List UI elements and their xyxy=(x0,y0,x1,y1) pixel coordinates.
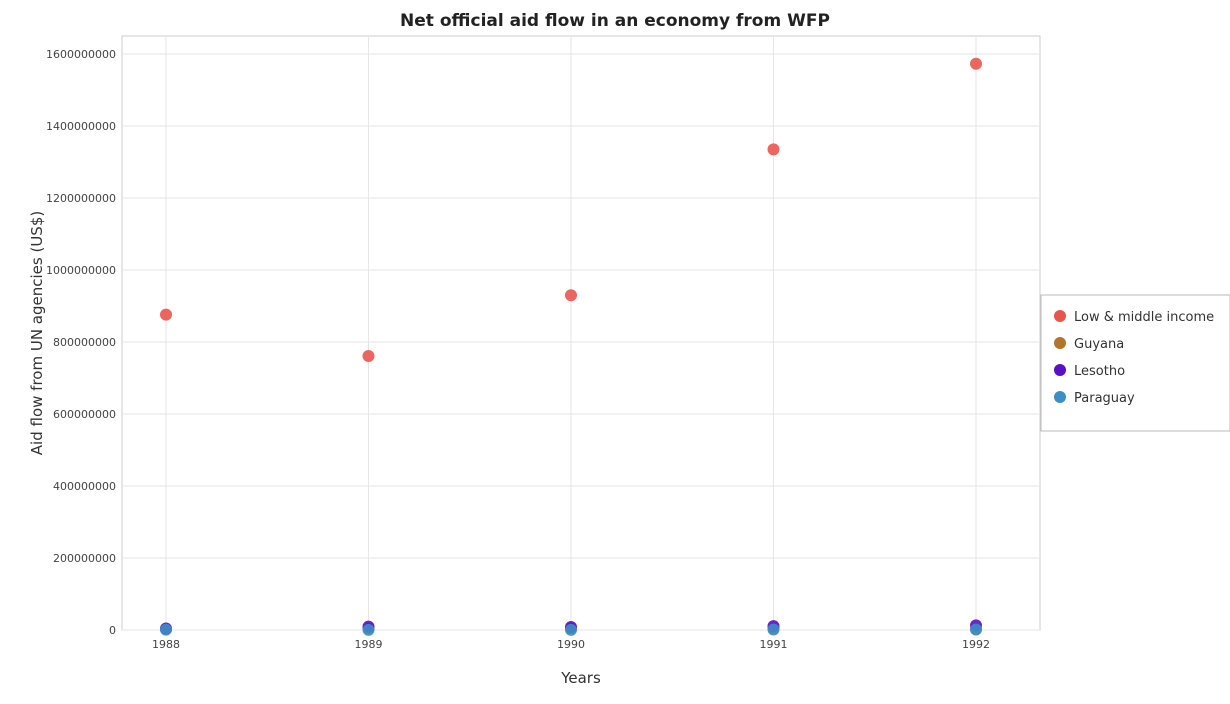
grid-layer xyxy=(122,36,1040,631)
data-points xyxy=(160,57,982,636)
y-tick-label: 1400000000 xyxy=(46,120,116,133)
legend-label: Low & middle income xyxy=(1074,310,1214,325)
data-point-paraguay xyxy=(767,623,780,636)
x-tick-label: 1992 xyxy=(962,638,990,651)
data-point-low-middle-income xyxy=(565,289,577,302)
legend-marker xyxy=(1054,337,1066,349)
plot-area xyxy=(121,35,1041,631)
data-point-low-middle-income xyxy=(160,308,172,321)
data-point-paraguay xyxy=(160,623,172,636)
y-tick-label: 200000000 xyxy=(53,552,116,565)
legend-label: Guyana xyxy=(1074,337,1124,352)
legend-label: Lesotho xyxy=(1074,364,1125,379)
x-tick-label: 1991 xyxy=(760,638,788,651)
x-tick-label: 1990 xyxy=(557,638,585,651)
data-point-low-middle-income xyxy=(970,57,982,70)
y-tick-label: 1000000000 xyxy=(46,264,116,277)
legend: Low & middle income Guyana Lesotho Paraguay xyxy=(1040,294,1230,432)
legend-box xyxy=(1040,294,1230,432)
data-point-paraguay xyxy=(565,623,577,636)
legend-marker xyxy=(1054,391,1066,403)
legend-marker xyxy=(1054,310,1066,322)
y-tick-label: 400000000 xyxy=(53,480,116,493)
x-tick-labels: 1988 1989 1990 1991 1992 xyxy=(152,638,990,651)
y-tick-label: 1600000000 xyxy=(46,48,116,61)
legend-label: Paraguay xyxy=(1074,391,1135,406)
data-point-low-middle-income xyxy=(362,350,375,363)
y-tick-label: 600000000 xyxy=(53,408,116,421)
x-tick-label: 1988 xyxy=(152,638,180,651)
data-point-paraguay xyxy=(970,623,982,636)
chart-title: Net official aid flow in an economy from… xyxy=(400,11,830,31)
y-axis-label: Aid flow from UN agencies (US$) xyxy=(28,211,46,455)
y-tick-label: 0 xyxy=(109,624,116,637)
y-tick-labels: 0 200000000 400000000 600000000 800000000 100… xyxy=(46,48,116,637)
x-axis-label: Years xyxy=(560,669,601,687)
data-point-paraguay xyxy=(362,623,375,636)
y-tick-label: 1200000000 xyxy=(46,192,116,205)
y-tick-label: 800000000 xyxy=(53,336,116,349)
data-point-low-middle-income xyxy=(767,143,780,156)
legend-marker xyxy=(1054,364,1066,376)
x-tick-label: 1989 xyxy=(355,638,383,651)
